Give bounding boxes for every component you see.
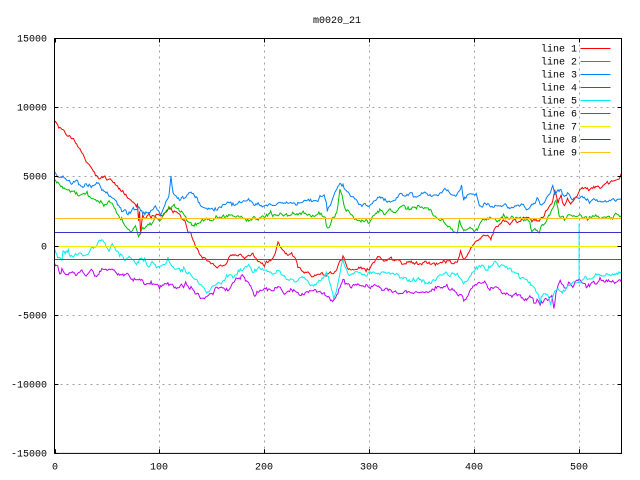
svg-text:15000: 15000 [17, 35, 47, 46]
svg-text:-5000: -5000 [17, 312, 47, 323]
svg-text:200: 200 [255, 463, 273, 474]
svg-text:300: 300 [360, 463, 378, 474]
svg-text:line 1: line 1 [541, 44, 577, 56]
svg-text:0: 0 [41, 243, 47, 254]
svg-text:400: 400 [465, 463, 483, 474]
svg-text:100: 100 [150, 463, 168, 474]
svg-text:line 4: line 4 [541, 83, 577, 95]
svg-text:line 6: line 6 [541, 109, 577, 121]
svg-text:m0020_21: m0020_21 [313, 16, 361, 27]
svg-text:10000: 10000 [17, 104, 47, 115]
svg-text:line 8: line 8 [541, 135, 577, 147]
svg-text:500: 500 [570, 463, 588, 474]
svg-text:line 5: line 5 [541, 96, 577, 108]
svg-text:line 9: line 9 [541, 148, 577, 160]
svg-text:line 2: line 2 [541, 57, 577, 69]
svg-text:-15000: -15000 [11, 450, 47, 461]
svg-text:line 3: line 3 [541, 70, 577, 82]
svg-text:5000: 5000 [23, 173, 47, 184]
svg-text:-10000: -10000 [11, 381, 47, 392]
svg-text:0: 0 [52, 463, 58, 474]
svg-text:line 7: line 7 [541, 122, 577, 134]
